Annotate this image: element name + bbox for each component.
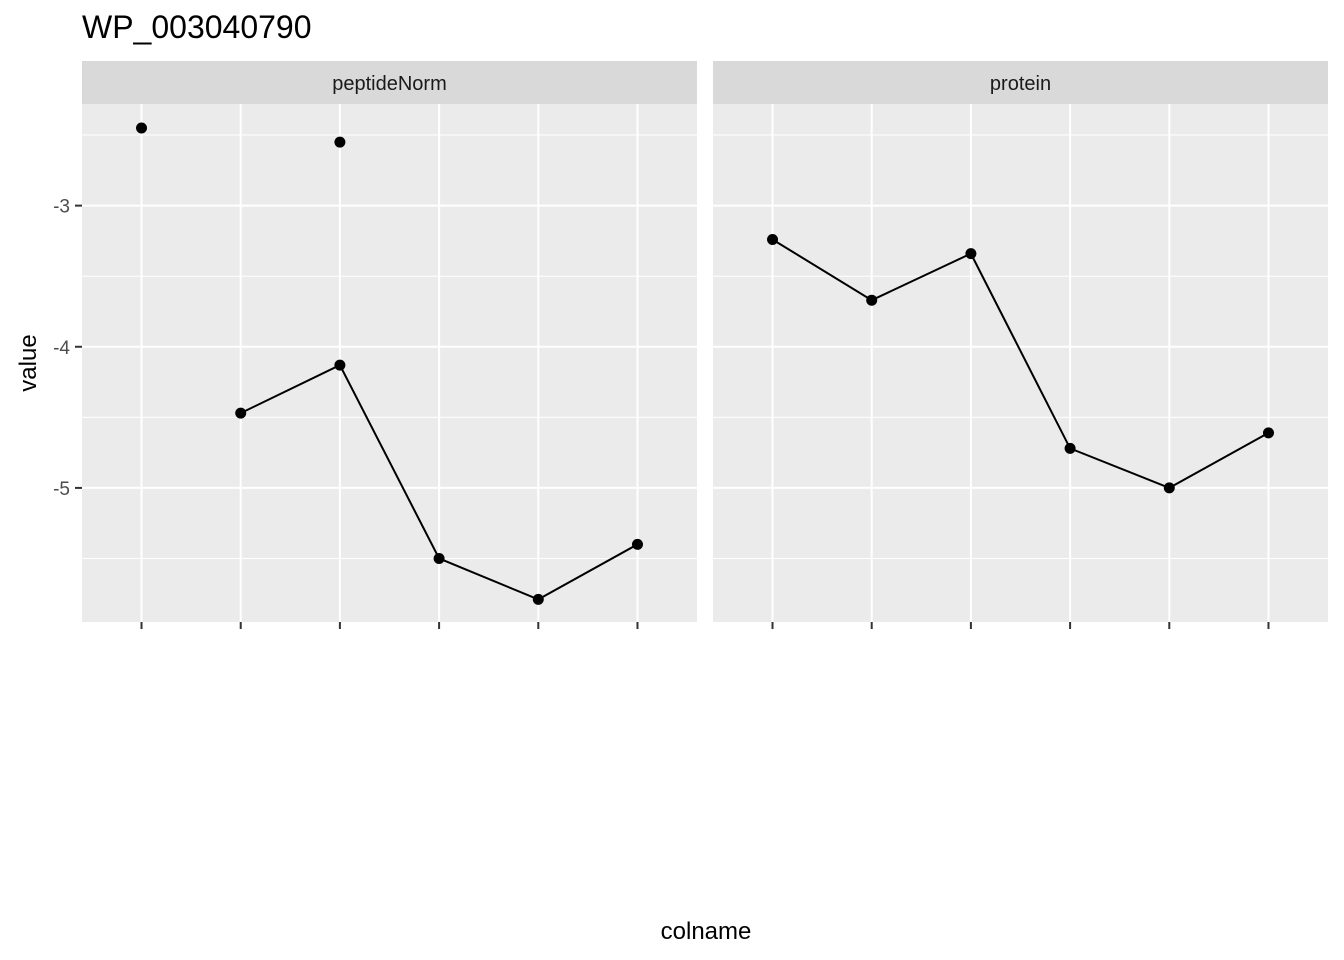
chart-title: WP_003040790: [82, 9, 312, 45]
series-line: [771, 238, 1269, 490]
x-tick-label: 3D8_20_2h_n4_3: [1110, 770, 1181, 919]
data-point: [1064, 442, 1076, 454]
y-tick-label: -5: [53, 479, 70, 500]
facet-strip: [82, 61, 697, 104]
y-axis-label: value: [15, 334, 42, 391]
y-tick-label: -4: [53, 338, 70, 359]
panel-background: [82, 104, 697, 622]
facet-strip: [713, 61, 1328, 104]
x-tick-label: 3D8_20_2h_n4_3: [479, 770, 550, 919]
data-point: [631, 538, 643, 550]
y-tick-label: -3: [53, 197, 70, 218]
x-axis-label: colname: [661, 918, 752, 945]
x-tick-label: 1WT_20_2h_n4_3: [179, 770, 252, 924]
data-point: [767, 233, 779, 245]
data-point: [1262, 427, 1274, 439]
x-tick-label: 3D8_20_2h_n5_3: [578, 770, 649, 919]
facet-strip-label: protein: [990, 73, 1051, 95]
data-point: [866, 294, 878, 306]
data-point: [334, 136, 346, 148]
data-point: [1163, 482, 1175, 494]
x-tick-label: 1WT_20_2h_n5_3: [909, 770, 982, 924]
x-tick-label: 1WT_20_2h_n5_3: [278, 770, 351, 924]
data-point: [965, 248, 977, 260]
x-tick-label: 1WT_20_2h_n4_3: [810, 770, 883, 924]
data-point: [136, 122, 148, 134]
data-point: [334, 359, 346, 371]
x-tick-label: 3D8_20_2h_n3_3: [379, 770, 450, 919]
x-tick-label: 1WT_20_2h_n3_3: [80, 770, 153, 924]
data-point: [235, 407, 247, 419]
x-tick-label: 3D8_20_2h_n3_3: [1010, 770, 1081, 919]
x-tick-label: 1WT_20_2h_n3_3: [711, 770, 784, 924]
x-tick-label: 3D8_20_2h_n5_3: [1209, 770, 1280, 919]
data-point: [532, 593, 544, 605]
facet-strip-label: peptideNorm: [332, 73, 447, 95]
data-point: [433, 552, 445, 564]
panel-background: [713, 104, 1328, 622]
